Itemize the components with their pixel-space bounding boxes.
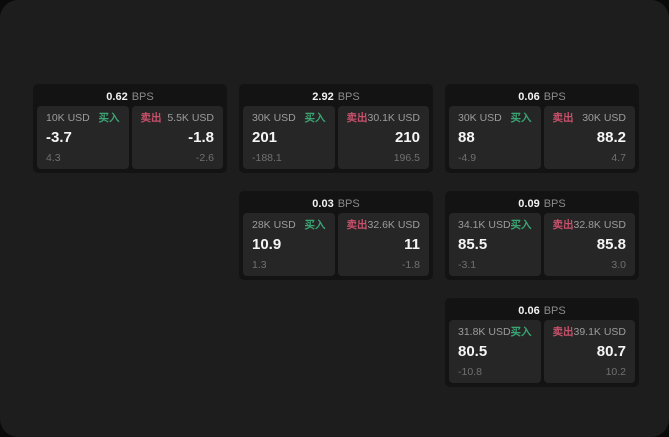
sell-sub-value: 196.5 (393, 151, 420, 164)
bps-unit-label: BPS (543, 305, 566, 317)
buy-side-label: 买入 (510, 112, 532, 124)
sell-price: 85.8 (596, 235, 626, 253)
bps-unit-label: BPS (543, 91, 566, 103)
sell-amount: 39.1K USD (573, 326, 627, 338)
buy-price: 201 (252, 128, 278, 146)
sell-side-label: 卖出 (552, 219, 574, 231)
bps-unit-label: BPS (543, 198, 566, 210)
buy-sub-value: -3.1 (458, 258, 477, 271)
sell-amount: 30K USD (582, 112, 626, 124)
buy-panel[interactable]: 34.1K USD 买入 85.5 -3.1 (449, 213, 541, 276)
bps-value: 2.92 (312, 91, 334, 103)
buy-sub-value: 4.3 (46, 151, 61, 164)
sell-amount: 32.8K USD (573, 219, 627, 231)
bps-header: 0.09 BPS (449, 195, 635, 213)
sell-price: 11 (404, 235, 420, 253)
sell-amount: 5.5K USD (167, 112, 214, 124)
sell-price: 210 (394, 128, 420, 146)
sell-panel[interactable]: 卖出 30K USD 88.2 4.7 (543, 106, 635, 169)
buy-amount: 30K USD (252, 112, 296, 124)
buy-amount: 34.1K USD (458, 219, 511, 231)
sell-amount: 32.6K USD (367, 219, 421, 231)
bps-unit-label: BPS (337, 91, 360, 103)
buy-sub-value: -188.1 (252, 151, 282, 164)
buy-panel[interactable]: 10K USD 买入 -3.7 4.3 (37, 106, 129, 169)
bps-value: 0.09 (518, 198, 540, 210)
buy-side-label: 买入 (98, 112, 120, 124)
bps-header: 0.03 BPS (243, 195, 429, 213)
buy-sub-value: 1.3 (252, 258, 267, 271)
sell-price: 88.2 (596, 128, 626, 146)
sell-panel[interactable]: 卖出 5.5K USD -1.8 -2.6 (131, 106, 223, 169)
sell-side-label: 卖出 (346, 112, 368, 124)
bps-header: 0.62 BPS (37, 88, 223, 106)
buy-price: 80.5 (458, 342, 488, 360)
sell-panel[interactable]: 卖出 32.6K USD 11 -1.8 (337, 213, 429, 276)
buy-price: 85.5 (458, 235, 488, 253)
sell-price: 80.7 (596, 342, 626, 360)
bps-header: 2.92 BPS (243, 88, 429, 106)
buy-side-label: 买入 (510, 326, 532, 338)
buy-amount: 31.8K USD (458, 326, 511, 338)
buy-price: 10.9 (252, 235, 282, 253)
sell-sub-value: -1.8 (401, 258, 420, 271)
buy-price: 88 (458, 128, 475, 146)
bps-unit-label: BPS (131, 91, 154, 103)
sell-price: -1.8 (188, 128, 214, 146)
bps-unit-label: BPS (337, 198, 360, 210)
buy-panel[interactable]: 30K USD 买入 88 -4.9 (449, 106, 541, 169)
quote-card: 0.06 BPS 30K USD 买入 88 -4.9 卖出 30K USD (445, 84, 639, 173)
sell-side-label: 卖出 (552, 112, 574, 124)
buy-panel[interactable]: 31.8K USD 买入 80.5 -10.8 (449, 320, 541, 383)
bps-value: 0.06 (518, 91, 540, 103)
sell-sub-value: -2.6 (195, 151, 214, 164)
bps-value: 0.06 (518, 305, 540, 317)
sell-side-label: 卖出 (346, 219, 368, 231)
quote-card: 0.62 BPS 10K USD 买入 -3.7 4.3 卖出 5.5K USD (33, 84, 227, 173)
sell-panel[interactable]: 卖出 39.1K USD 80.7 10.2 (543, 320, 635, 383)
sell-panel[interactable]: 卖出 30.1K USD 210 196.5 (337, 106, 429, 169)
buy-panel[interactable]: 28K USD 买入 10.9 1.3 (243, 213, 335, 276)
sell-side-label: 卖出 (552, 326, 574, 338)
sell-sub-value: 3.0 (611, 258, 626, 271)
buy-sub-value: -4.9 (458, 151, 477, 164)
bps-value: 0.62 (106, 91, 128, 103)
buy-amount: 28K USD (252, 219, 296, 231)
sell-panel[interactable]: 卖出 32.8K USD 85.8 3.0 (543, 213, 635, 276)
bps-header: 0.06 BPS (449, 302, 635, 320)
quote-card-grid: 0.62 BPS 10K USD 买入 -3.7 4.3 卖出 5.5K USD (33, 84, 639, 387)
bps-value: 0.03 (312, 198, 334, 210)
sell-amount: 30.1K USD (367, 112, 421, 124)
buy-amount: 10K USD (46, 112, 90, 124)
buy-side-label: 买入 (304, 219, 326, 231)
buy-amount: 30K USD (458, 112, 502, 124)
quote-card: 0.09 BPS 34.1K USD 买入 85.5 -3.1 卖出 32.8K… (445, 191, 639, 280)
buy-panel[interactable]: 30K USD 买入 201 -188.1 (243, 106, 335, 169)
sell-sub-value: 10.2 (605, 365, 626, 378)
sell-sub-value: 4.7 (611, 151, 626, 164)
buy-price: -3.7 (46, 128, 72, 146)
quote-card: 0.03 BPS 28K USD 买入 10.9 1.3 卖出 32.6K US… (239, 191, 433, 280)
buy-side-label: 买入 (304, 112, 326, 124)
quote-card: 0.06 BPS 31.8K USD 买入 80.5 -10.8 卖出 39.1… (445, 298, 639, 387)
quote-card: 2.92 BPS 30K USD 买入 201 -188.1 卖出 30.1K … (239, 84, 433, 173)
sell-side-label: 卖出 (140, 112, 162, 124)
buy-side-label: 买入 (510, 219, 532, 231)
bps-header: 0.06 BPS (449, 88, 635, 106)
buy-sub-value: -10.8 (458, 365, 482, 378)
